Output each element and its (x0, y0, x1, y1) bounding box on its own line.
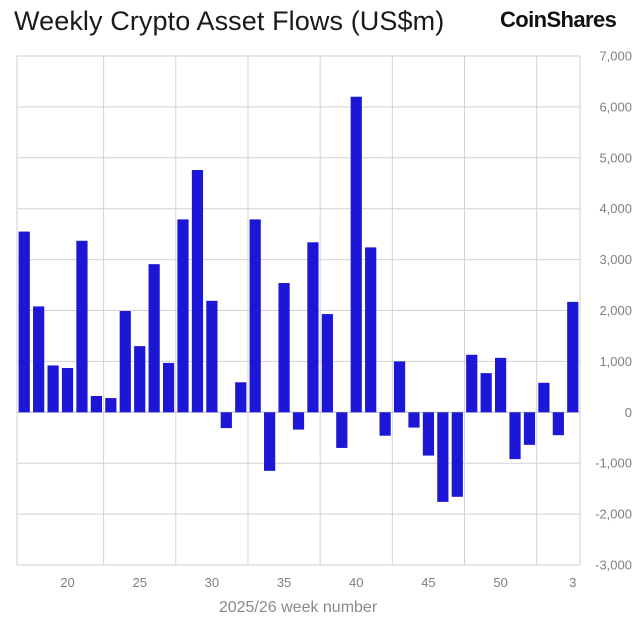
y-tick-label: 6,000 (599, 99, 632, 114)
bar-week-2 (552, 412, 564, 436)
bar-week-17 (18, 231, 30, 413)
bar-week-41 (365, 247, 377, 413)
y-tick-label: 2,000 (599, 303, 632, 318)
bar-week-24 (119, 311, 131, 413)
chart-title: Weekly Crypto Asset Flows (US$m) (14, 6, 445, 36)
bar-week-3 (567, 301, 579, 413)
bar-week-39 (336, 412, 348, 448)
bar-week-42 (379, 412, 391, 436)
bar-week-51 (509, 412, 521, 460)
bar-week-18 (33, 306, 45, 413)
bar-week-36 (292, 412, 305, 430)
bar-week-45 (422, 412, 435, 456)
bar-week-28 (177, 219, 189, 413)
y-tick-label: 4,000 (599, 201, 632, 216)
y-tick-label: -3,000 (595, 558, 632, 573)
x-tick-label: 30 (205, 575, 219, 590)
bar-week-22 (90, 396, 102, 413)
x-tick-label: 50 (493, 575, 507, 590)
bar-week-48 (466, 354, 478, 413)
bar-week-38 (321, 314, 333, 413)
bar-week-49 (480, 373, 492, 413)
x-tick-label: 3 (569, 575, 576, 590)
bar-week-32 (235, 382, 247, 413)
bar-week-52 (523, 412, 536, 445)
x-tick-label: 40 (349, 575, 363, 590)
y-tick-label: 0 (625, 405, 632, 420)
bar-week-25 (134, 346, 146, 413)
bar-week-29 (191, 170, 204, 413)
x-tick-label: 45 (421, 575, 435, 590)
y-axis-ticks: 7,000 6,000 5,000 4,000 3,000 2,000 1,000 0 -1,0… (595, 49, 632, 573)
x-axis-title: 2025/26 week number (219, 599, 378, 616)
grid (16, 55, 581, 566)
bar-week-23 (105, 398, 117, 413)
y-tick-label: 7,000 (599, 49, 632, 64)
bar-week-21 (76, 240, 88, 413)
y-tick-label: 1,000 (599, 354, 632, 369)
bar-week-20 (61, 368, 74, 413)
bar-week-19 (47, 365, 59, 413)
y-tick-label: -1,000 (595, 456, 632, 471)
x-axis-ticks: 20 25 30 35 40 45 50 3 (60, 575, 576, 590)
bar-week-26 (148, 264, 160, 413)
coinshares-logo: CoinShares (500, 7, 617, 32)
x-tick-label: 25 (132, 575, 146, 590)
bar-week-50 (495, 357, 507, 413)
bars (18, 96, 579, 502)
bar-week-46 (437, 412, 449, 502)
bar-week-44 (408, 412, 420, 428)
bar-week-47 (451, 412, 463, 497)
bar-week-1 (538, 382, 550, 413)
bar-week-31 (220, 412, 232, 429)
bar-week-40 (350, 96, 362, 413)
x-tick-label: 20 (60, 575, 74, 590)
x-tick-label: 35 (277, 575, 291, 590)
bar-week-27 (162, 362, 175, 413)
bar-week-37 (307, 242, 319, 413)
y-tick-label: 3,000 (599, 252, 632, 267)
y-tick-label: 5,000 (599, 150, 632, 165)
y-tick-label: -2,000 (595, 507, 632, 522)
bar-week-35 (278, 283, 290, 413)
bar-week-30 (206, 300, 218, 413)
bar-week-43 (393, 361, 406, 413)
bar-week-34 (264, 412, 276, 471)
bar-week-33 (249, 219, 261, 413)
